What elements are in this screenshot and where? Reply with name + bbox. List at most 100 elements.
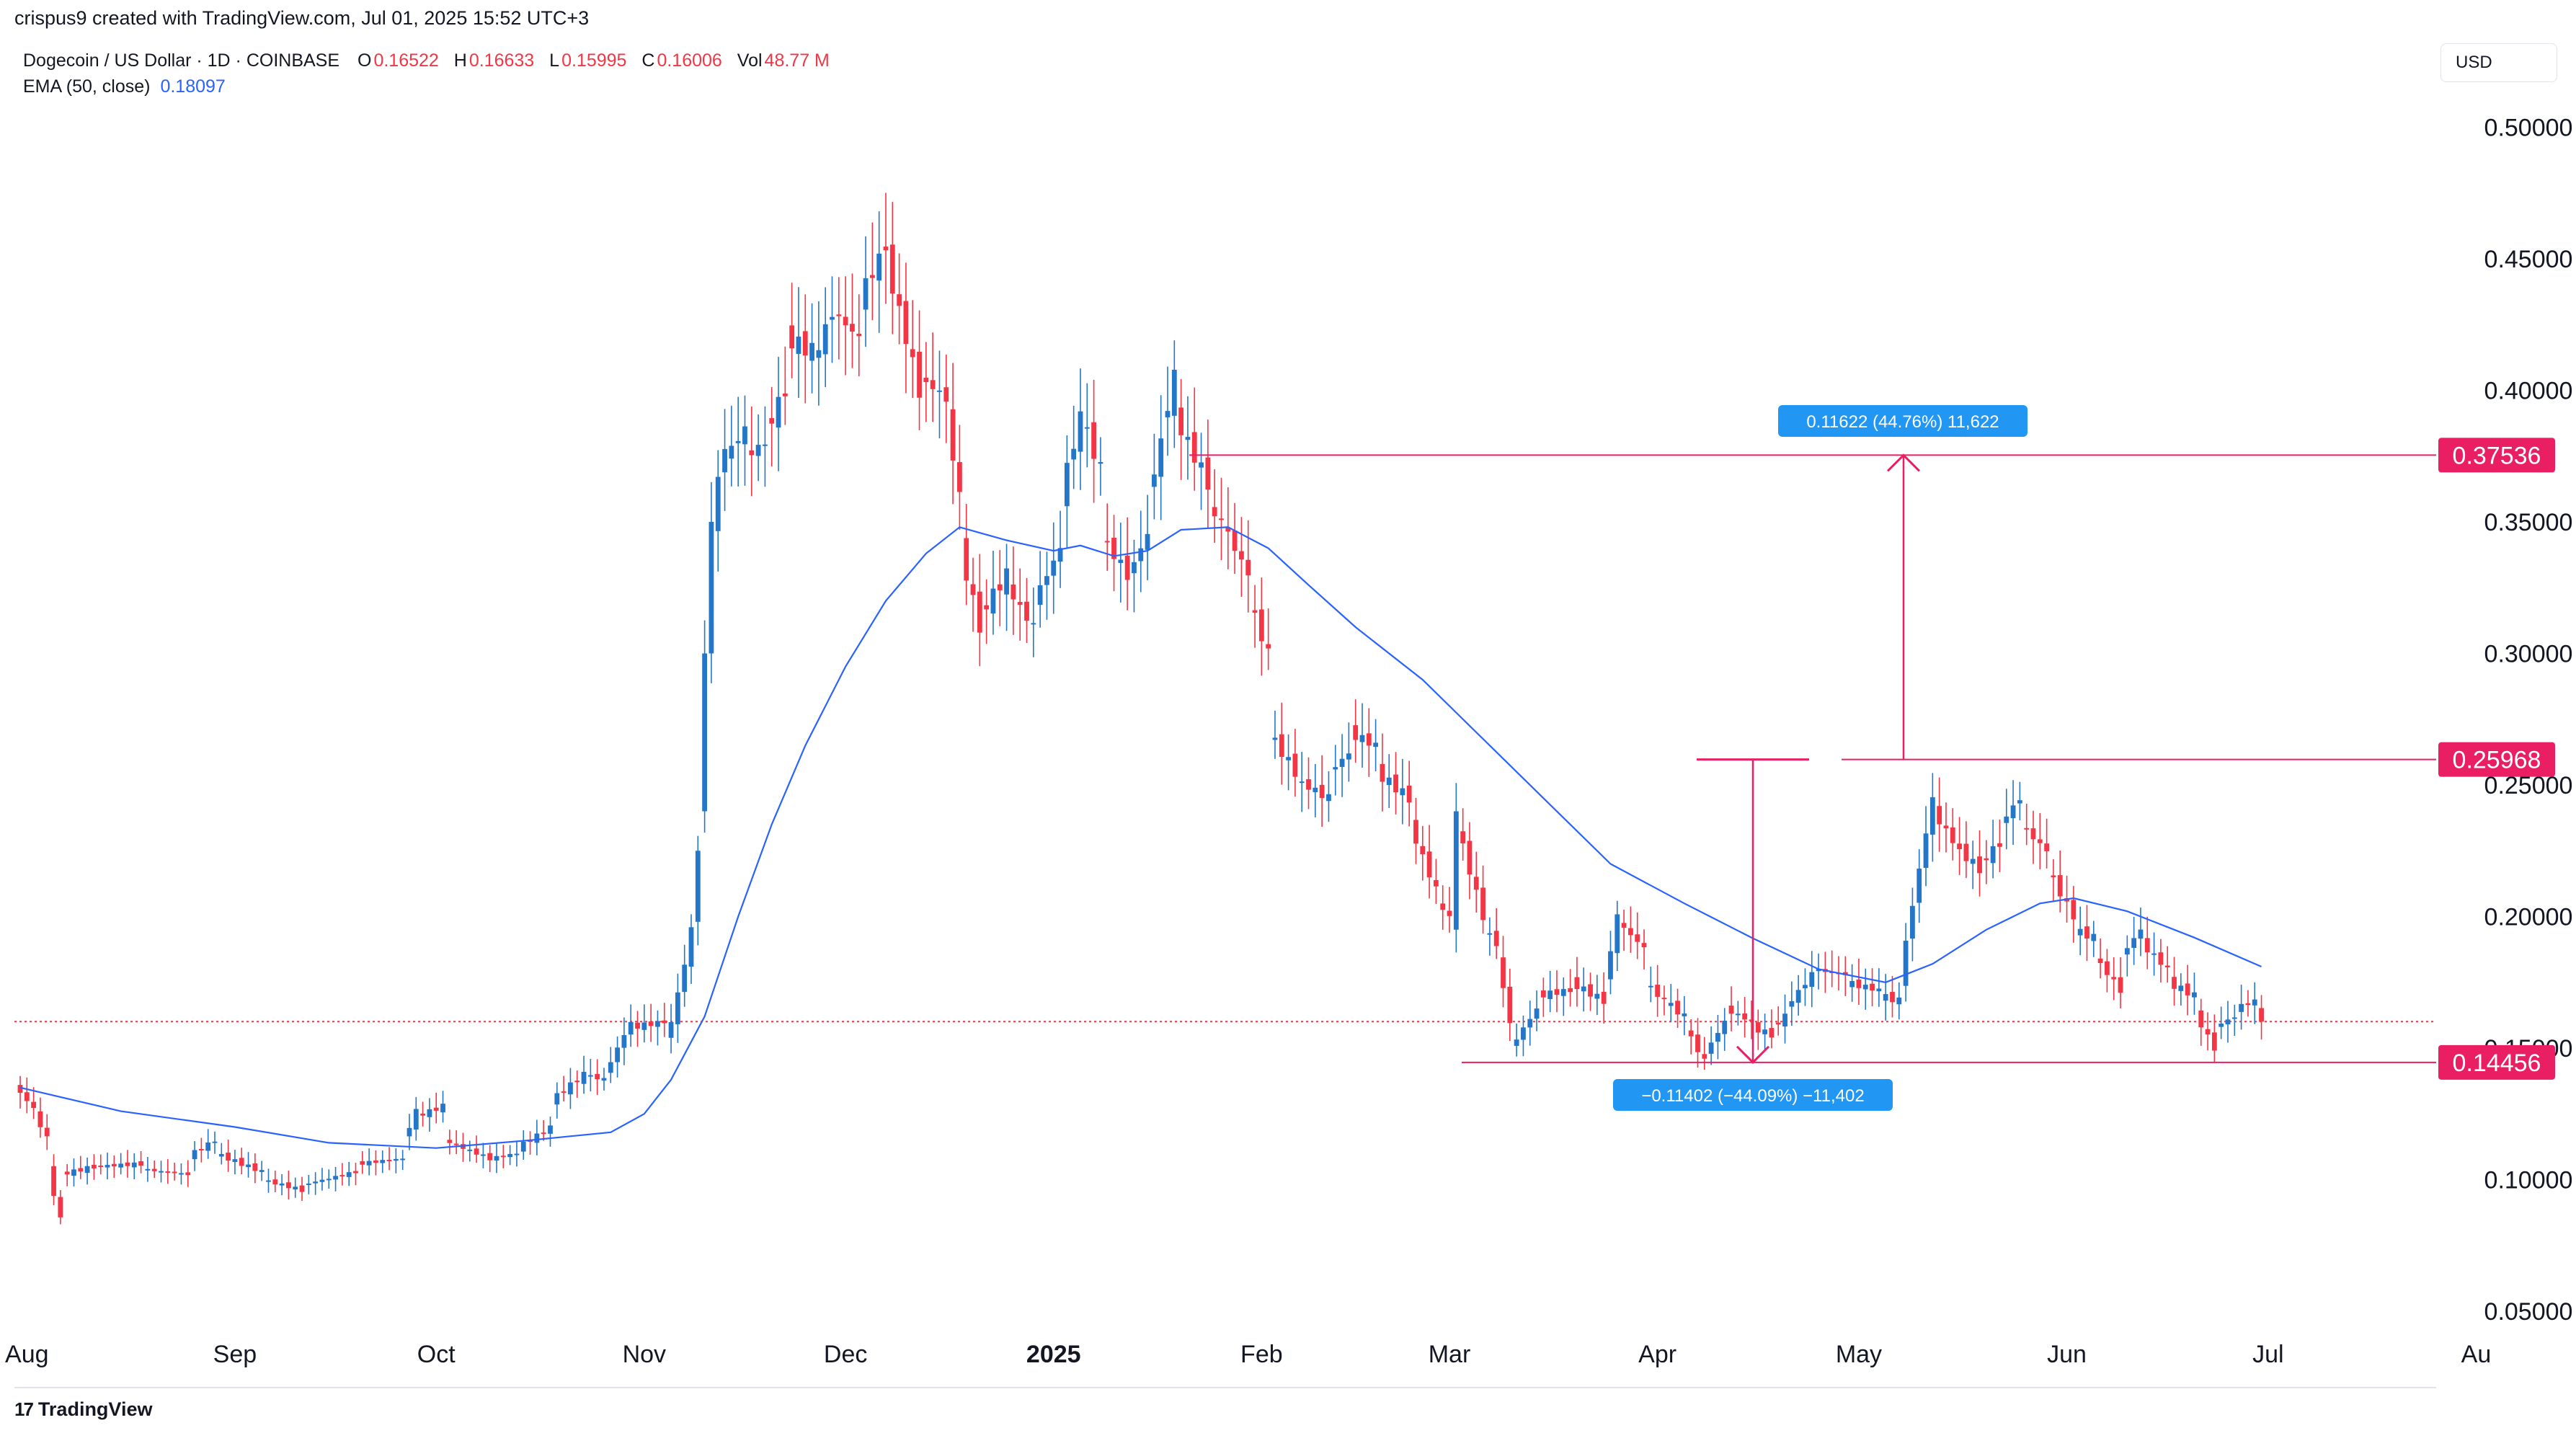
candle-body	[1239, 551, 1244, 560]
candle-body	[2105, 961, 2110, 975]
candle-body	[1997, 843, 2002, 847]
candle-body	[31, 1101, 37, 1108]
candle-body	[480, 1154, 486, 1156]
candle-body	[407, 1127, 412, 1137]
candle-body	[937, 390, 942, 392]
currency-label: USD	[2456, 53, 2492, 72]
candle-body	[1635, 934, 1640, 942]
x-axis[interactable]: Aug Sep Oct Nov Dec 2025 Feb Mar Apr May Jun Jul Au	[5, 1341, 2491, 1368]
candle-body	[1440, 903, 1446, 910]
candle-body	[1098, 462, 1103, 464]
y-tick-label: 0.30000	[2484, 641, 2573, 668]
candle-body	[1299, 781, 1305, 784]
candle-body	[1138, 548, 1144, 562]
candle-body	[165, 1171, 171, 1173]
y-tick-label: 0.45000	[2484, 246, 2573, 273]
candle-body	[84, 1166, 90, 1174]
x-tick-label: Nov	[623, 1341, 666, 1368]
price-labels: 0.37536 0.25968 0.14456	[2438, 438, 2555, 1080]
candle-body	[897, 294, 902, 306]
ema-series	[19, 526, 2262, 1149]
candle-body	[1775, 1022, 1781, 1025]
candle-body	[2158, 952, 2164, 965]
candle-body	[1722, 1021, 1728, 1034]
candle-body	[1870, 983, 1875, 991]
candle-body	[1037, 585, 1043, 605]
candle-body	[1400, 788, 1405, 796]
y-axis[interactable]: 0.050000.100000.150000.200000.250000.300…	[2484, 115, 2573, 1326]
candle-body	[2178, 985, 2184, 991]
candle-body	[1628, 928, 1633, 936]
candle-body	[393, 1158, 399, 1161]
candle-body	[1514, 1039, 1519, 1046]
candle-body	[1031, 623, 1036, 625]
candle-body	[2024, 828, 2030, 830]
candle-body	[1132, 562, 1137, 574]
candle-body	[957, 462, 962, 492]
symbol-legend-row[interactable]: Dogecoin / US Dollar · 1D · COINBASE O 0.…	[23, 48, 840, 74]
candle-body	[1675, 1001, 1680, 1015]
candle-body	[1011, 584, 1016, 600]
candle-body	[923, 378, 929, 383]
candle-body	[111, 1163, 117, 1167]
volume-label: Vol	[737, 50, 763, 71]
candle-body	[1071, 448, 1077, 460]
candle-body	[2124, 948, 2130, 955]
candle-body	[587, 1075, 593, 1077]
candle-body	[520, 1141, 526, 1152]
candle-body	[1279, 734, 1284, 757]
candle-body	[1615, 914, 1620, 954]
candle-body	[1333, 767, 1338, 770]
candle-body	[1695, 1034, 1700, 1052]
candle-body	[822, 324, 828, 355]
candle-body	[272, 1179, 278, 1185]
candle-body	[1306, 778, 1311, 790]
open-value: 0.16522	[373, 50, 439, 71]
candle-body	[420, 1113, 425, 1116]
candle-body	[2198, 1010, 2204, 1028]
candle-body	[1266, 644, 1271, 649]
candle-body	[1353, 725, 1359, 740]
candle-body	[172, 1171, 177, 1174]
candle-body	[541, 1132, 546, 1135]
candle-body	[1286, 757, 1291, 760]
candle-body	[2004, 816, 2009, 823]
volume-value: 48.77 M	[764, 50, 830, 71]
candle-body	[1661, 998, 1667, 1000]
y-tick-label: 0.50000	[2484, 115, 2573, 142]
candle-body	[984, 605, 990, 610]
candle-body	[1521, 1027, 1526, 1040]
candle-body	[1057, 548, 1063, 562]
candle-body	[2144, 938, 2150, 953]
candle-body	[286, 1182, 291, 1189]
candle-body	[226, 1153, 231, 1161]
tradingview-branding[interactable]: 17 TradingView	[14, 1398, 152, 1421]
candle-body	[1165, 411, 1171, 417]
ema-value: 0.18097	[160, 76, 226, 97]
candle-body	[1507, 986, 1513, 1024]
candle-body	[850, 324, 855, 332]
candle-body	[755, 445, 761, 456]
candle-body	[447, 1140, 453, 1143]
candle-body	[682, 964, 688, 993]
candle-body	[1749, 1019, 1754, 1021]
candle-body	[2057, 875, 2063, 897]
candle-body	[809, 342, 814, 361]
candle-body	[44, 1127, 50, 1137]
candle-body	[299, 1185, 305, 1192]
created-by-label: crispus9 created with TradingView.com, J…	[14, 7, 590, 29]
candle-body	[2211, 1032, 2217, 1051]
ema-legend-row[interactable]: EMA (50, close) 0.18097	[23, 74, 840, 99]
candle-body	[279, 1183, 285, 1186]
candle-body	[749, 450, 755, 456]
candle-body	[2172, 977, 2177, 989]
currency-selector[interactable]: USD	[2440, 43, 2557, 82]
candle-body	[353, 1171, 358, 1174]
candle-body	[883, 247, 889, 251]
candle-body	[1467, 840, 1473, 875]
candle-body	[595, 1073, 600, 1080]
candle-body	[58, 1197, 63, 1217]
y-tick-label: 0.10000	[2484, 1167, 2573, 1194]
candle-body	[252, 1163, 258, 1171]
